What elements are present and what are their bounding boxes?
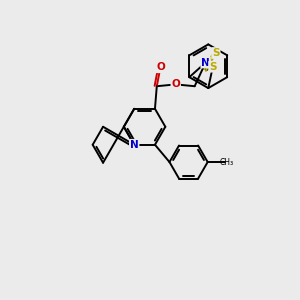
Text: N: N: [130, 140, 139, 150]
Text: S: S: [212, 48, 220, 58]
Text: CH₃: CH₃: [220, 158, 234, 166]
Text: N: N: [201, 58, 210, 68]
Text: O: O: [156, 62, 165, 72]
Text: S: S: [209, 62, 217, 72]
Text: O: O: [171, 80, 180, 89]
